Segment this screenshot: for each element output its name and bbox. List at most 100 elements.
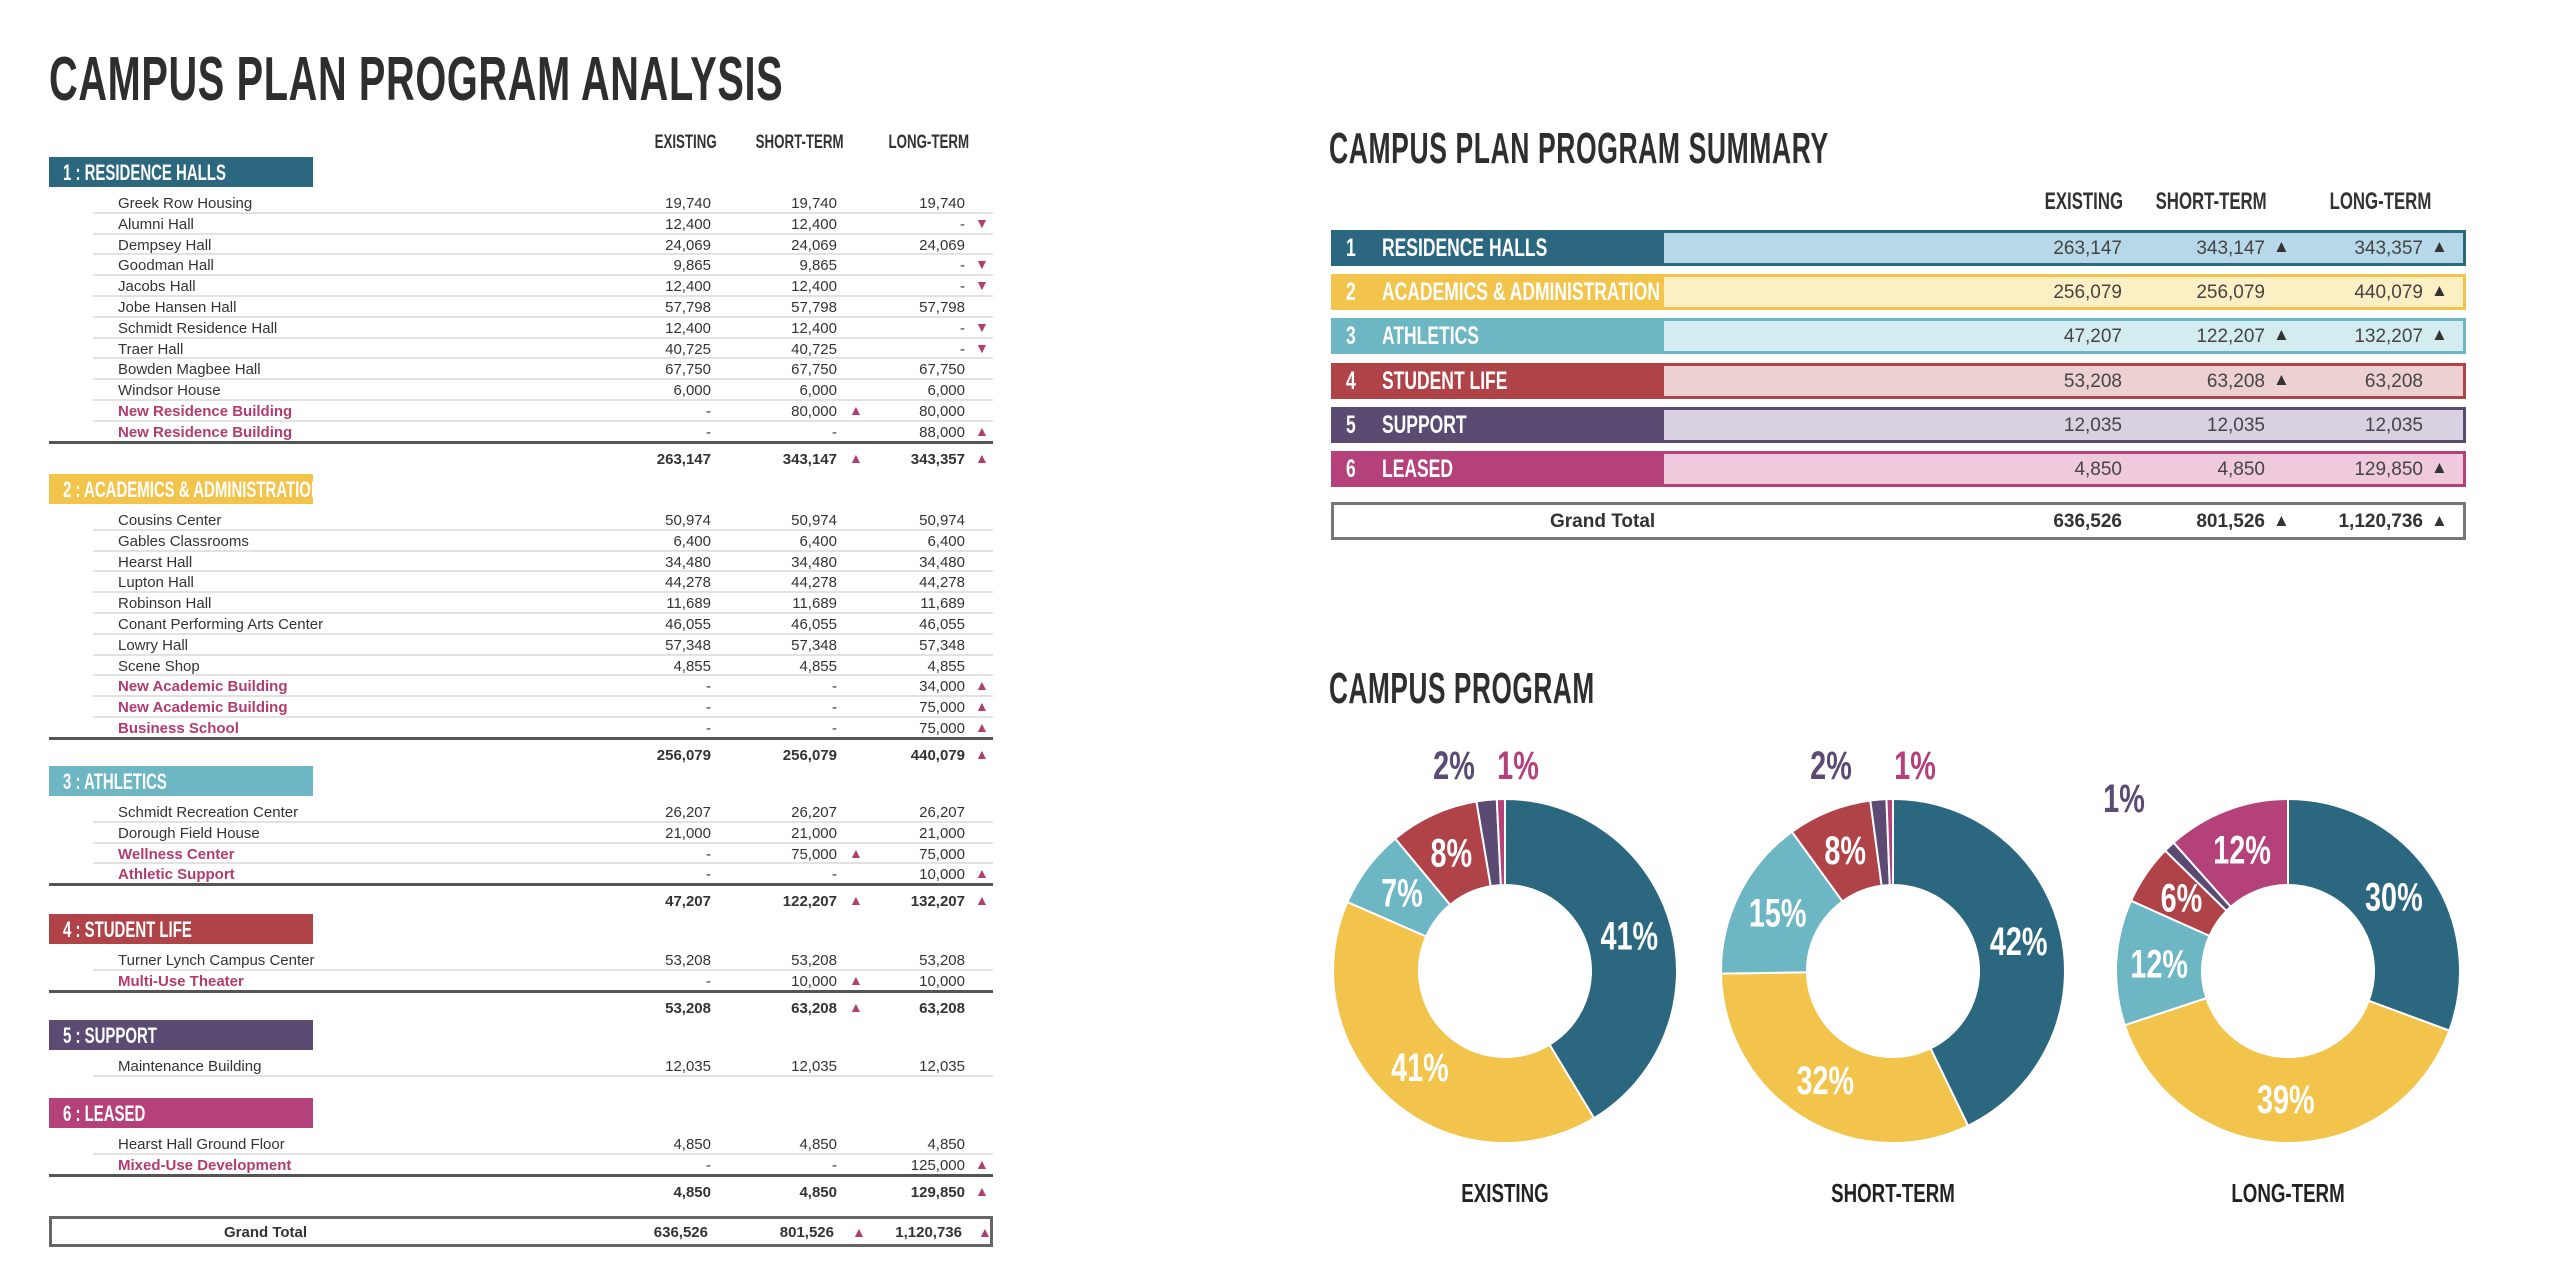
value-short: 57,348 [791,636,837,654]
value-existing: 12,400 [665,278,711,296]
value-short: 343,147 [2196,238,2265,259]
increase-triangle-icon: ▲ [2273,237,2290,256]
table-row: Conant Performing Arts Center 46,055 46,05… [93,614,993,635]
category-number: 1 [1346,234,1356,262]
table-row: Hearst Hall 34,480 34,480 34,480 [93,552,993,573]
decrease-triangle-icon: ▼ [975,277,989,294]
value-long: 67,750 [919,361,965,379]
subtotal-row: 263,147 343,147 ▲ 343,357 ▲ [49,449,993,473]
section-header: 3 : ATHLETICS [49,766,313,796]
row-name: Dorough Field House [118,824,260,842]
value-long: 4,855 [927,657,965,675]
decrease-triangle-icon: ▼ [975,214,989,231]
value-long: - [960,319,965,337]
table-row: Robinson Hall 11,689 11,689 11,689 [93,593,993,614]
increase-triangle-icon: ▲ [849,844,863,861]
value-short: 10,000 [791,972,837,990]
value-existing: - [706,720,711,737]
value-short: 53,208 [791,952,837,969]
value-short: 34,480 [791,553,837,571]
value-short: 67,750 [791,361,837,379]
donut-segment-residence-halls [1504,797,1678,1120]
percent-label: 15% [1749,891,1807,936]
row-name: Dempsey Hall [118,236,212,254]
value-existing: - [706,1156,711,1174]
donut-long-term: 30%39%12%6%1%12% [2103,776,2461,1144]
value-long: 75,000 [919,720,965,737]
summary-table: EXISTING SHORT-TERM LONG-TERM 1 RESIDENCE HA… [1331,0,2466,560]
value-long: 63,208 [919,999,965,1017]
value-long: 10,000 [919,866,965,884]
row-name: Mixed-Use Development [118,1156,292,1174]
increase-triangle-icon: ▲ [975,698,989,715]
value-short: 6,000 [799,382,837,400]
increase-triangle-icon: ▲ [849,402,863,418]
column-header-short-term: SHORT-TERM [2155,188,2267,215]
value-existing: 19,740 [665,195,711,212]
value-short: 4,855 [799,657,837,675]
value-long: 75,000 [919,699,965,717]
value-short: 63,208 [2206,371,2265,392]
subtotal-row: 47,207 122,207 ▲ 132,207 ▲ [49,891,993,915]
percent-label: 6% [2161,876,2203,921]
row-name: New Academic Building [118,699,288,717]
section-header: 5 : SUPPORT [49,1020,313,1050]
donut-segment-leased [2172,797,2289,909]
table-row: Cousins Center 50,974 50,974 50,974 [93,510,993,531]
percent-label: 42% [1990,920,2048,965]
table-row: Dempsey Hall 24,069 24,069 24,069 [93,235,993,256]
grand-total-row: Grand Total 636,526 801,526 ▲ 1,120,736 ▲ [49,1216,993,1247]
row-name: Hearst Hall Ground Floor [118,1136,285,1153]
donut-label-existing: EXISTING [1461,1178,1549,1208]
table-row: Bowden Magbee Hall 67,750 67,750 67,750 [93,359,993,381]
value-long: 12,035 [2364,415,2423,436]
value-existing: 12,035 [665,1058,711,1075]
percent-label: 30% [2365,875,2423,920]
value-long: 132,207 [910,893,965,911]
increase-triangle-icon: ▲ [2273,511,2290,530]
category-number: 6 [1346,455,1356,483]
section-header: 6 : LEASED [49,1098,313,1128]
increase-triangle-icon: ▲ [2431,325,2448,344]
row-name: Conant Performing Arts Center [118,616,324,633]
row-name: Traer Hall [118,340,184,358]
value-long: 343,357 [910,450,965,468]
percent-label: 39% [2257,1077,2315,1122]
value-short: - [832,678,837,696]
decrease-triangle-icon: ▼ [975,339,989,356]
category-label: 4 STUDENT LIFE [1334,366,1664,396]
value-long: 132,207 [2354,326,2423,347]
value-long: 440,079 [910,746,965,764]
summary-row-leased: 6 LEASED 4,850 4,850 129,850 ▲ [1331,451,2466,487]
value-long: - [960,340,965,358]
increase-triangle-icon: ▲ [2431,281,2448,300]
value-short: 256,079 [2196,282,2265,303]
value-short: 63,208 [791,999,837,1017]
increase-triangle-icon: ▲ [2431,237,2448,256]
subtotal-row: 256,079 256,079 440,079 ▲ [49,745,993,769]
subtotal-divider [49,736,993,740]
percent-label: 41% [1391,1045,1449,1090]
row-name: Multi-Use Theater [118,972,244,990]
increase-triangle-icon: ▲ [849,971,863,988]
summary-row-student-life: 4 STUDENT LIFE 53,208 63,208 ▲ 63,208 [1331,363,2466,399]
value-existing: 263,147 [656,450,711,468]
value-existing: 9,865 [673,257,711,275]
table-row: New Academic Building - - 75,000 ▲ [93,697,993,718]
summary-row-academics-administration: 2 ACADEMICS & ADMINISTRATION 256,079 256,07… [1331,274,2466,310]
category-name: ATHLETICS [1382,322,1479,350]
percent-label: 1% [1894,743,1936,788]
value-existing: 24,069 [665,236,711,254]
percent-label: 1% [1497,743,1539,788]
section-header: 4 : STUDENT LIFE [49,914,313,944]
donut-segment-residence-halls [2287,797,2461,1032]
value-short: 4,850 [2217,459,2265,480]
value-existing: 53,208 [665,952,711,969]
increase-triangle-icon: ▲ [849,449,863,466]
value-existing: 57,798 [665,299,711,316]
row-name: Windsor House [118,382,221,400]
row-name: Cousins Center [118,512,222,529]
value-existing: 53,208 [665,999,711,1017]
value-existing: 12,400 [665,215,711,233]
section-label: 4 : STUDENT LIFE [63,917,192,942]
